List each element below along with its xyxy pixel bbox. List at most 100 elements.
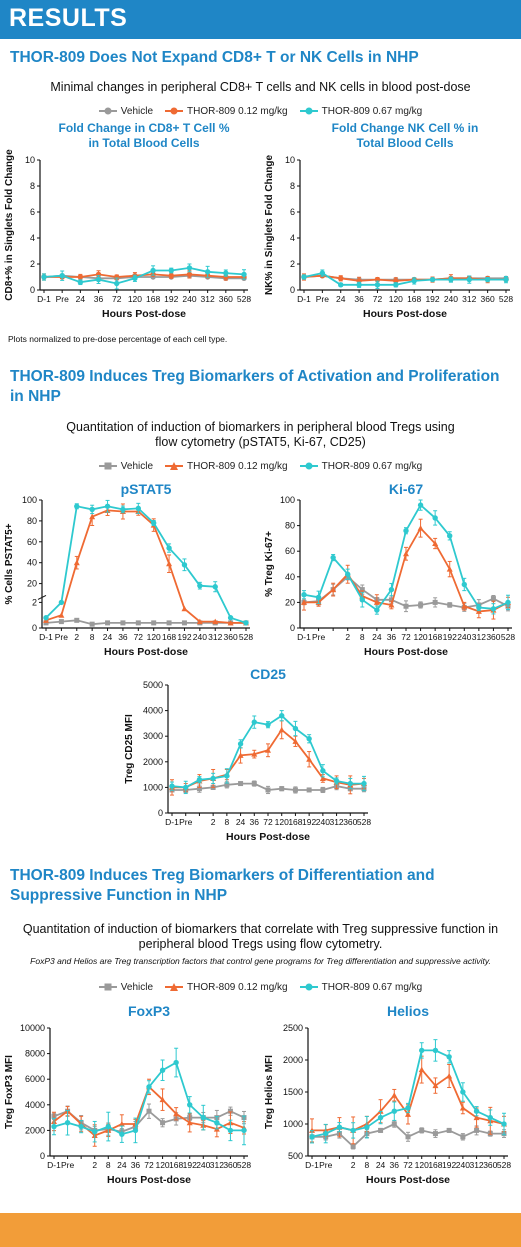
y-tick-label: 2000 [25, 1125, 45, 1135]
data-point-high [364, 1124, 370, 1130]
y-axis-label: % Treg Ki-67+ [264, 531, 275, 597]
x-tick-label: 8 [90, 632, 95, 642]
cd25-chart: 0 1000 2000 3000 4000 5000 D-1 Pre 2 8 24 36 72 120 16… [124, 666, 371, 843]
data-point-low [301, 599, 307, 605]
x-tick-label: 72 [401, 632, 411, 642]
data-point-low [292, 738, 299, 744]
x-tick-label: 360 [481, 294, 495, 304]
x-tick-label: Pre [179, 817, 193, 827]
y-tick-label: 2 [32, 597, 37, 607]
data-point-vehicle [166, 620, 172, 626]
data-point-low [473, 1114, 480, 1121]
data-point-high [403, 528, 409, 534]
data-point-high [212, 584, 218, 590]
data-point-high [487, 1114, 493, 1121]
y-tick-label: 0 [30, 285, 35, 295]
data-point-low [173, 1110, 180, 1117]
legend-label-low: THOR-809 0.12 mg/kg [187, 981, 288, 993]
data-point-low [391, 1092, 398, 1098]
y-tick-label: 60 [285, 546, 295, 556]
data-point-vehicle [58, 619, 64, 625]
data-point-vehicle [251, 781, 257, 787]
data-point-high [200, 1114, 206, 1121]
x-tick-label: 120 [275, 817, 289, 827]
chart-title: CD25 [250, 666, 286, 682]
data-point-low [251, 751, 258, 757]
data-point-high [41, 274, 47, 280]
legend-1: Vehicle THOR-809 0.12 mg/kg THOR-809 0.67 … [0, 104, 521, 118]
x-tick-label: 36 [118, 632, 128, 642]
data-point-high [490, 606, 497, 612]
legend-swatch-low [165, 983, 184, 991]
data-point-low [446, 1073, 453, 1079]
data-point-high [173, 1059, 179, 1066]
data-point-vehicle [135, 620, 141, 626]
data-point-vehicle [490, 596, 496, 602]
x-tick-label: D-1 [165, 817, 179, 827]
data-point-high [429, 276, 436, 283]
x-tick-label: D-1 [37, 294, 51, 304]
y-tick-label: 80 [27, 516, 37, 526]
data-point-low [237, 752, 244, 758]
plot-area: 0 1000 2000 3000 4000 5000 D-1 Pre 2 8 24 36 72 120 16… [124, 680, 371, 843]
legend-swatch-low [165, 107, 184, 115]
data-point-vehicle [378, 1127, 384, 1133]
y-tick-label: 20 [27, 579, 37, 589]
x-tick-label: 312 [201, 294, 215, 304]
data-point-high [345, 571, 351, 577]
x-tick-label: 24 [372, 632, 382, 642]
x-tick-label: 168 [428, 1160, 442, 1170]
data-point-high [241, 271, 247, 278]
y-axis-label: Treg Helios MFI [264, 1055, 275, 1129]
y-tick-label: 0 [32, 623, 37, 633]
results-header: RESULTS [0, 0, 521, 39]
legend-swatch-vehicle [98, 462, 117, 470]
data-point-high [183, 784, 189, 791]
x-tick-label: 240 [182, 294, 196, 304]
data-point-vehicle [359, 587, 365, 593]
y-tick-label: 10 [285, 155, 295, 165]
x-tick-label: 192 [164, 294, 178, 304]
data-point-high [64, 1120, 71, 1126]
x-tick-label: 72 [403, 1160, 413, 1170]
data-point-high [391, 1108, 397, 1114]
data-point-high [92, 1128, 98, 1135]
x-tick-label: 72 [144, 1160, 154, 1170]
x-tick-label: 120 [389, 294, 403, 304]
data-point-low [181, 605, 188, 612]
chart-title: Ki-67 [389, 481, 423, 497]
x-tick-label: 168 [162, 632, 176, 642]
y-tick-label: 1500 [283, 1087, 303, 1097]
x-tick-label: 2 [351, 1160, 356, 1170]
chart-title: FoxP3 [128, 1003, 170, 1019]
data-point-high [432, 1047, 439, 1054]
x-tick-label: 72 [373, 294, 383, 304]
data-point-high [461, 581, 467, 588]
data-point-low [432, 540, 439, 547]
y-tick-label: 0 [290, 623, 295, 633]
y-tick-label: 60 [27, 537, 37, 547]
data-point-high [168, 267, 174, 274]
x-tick-label: 24 [103, 632, 113, 642]
data-point-vehicle [403, 603, 409, 609]
y-tick-label: 40 [27, 558, 37, 568]
data-point-vehicle [447, 602, 453, 608]
y-tick-label: 40 [285, 572, 295, 582]
y-tick-label: 8000 [25, 1049, 45, 1059]
series-line-low [303, 274, 506, 282]
data-point-high [484, 276, 491, 283]
data-point-low [377, 1108, 384, 1114]
x-tick-label: 312 [329, 817, 343, 827]
x-tick-label: 360 [223, 1160, 237, 1170]
legend-item-high: THOR-809 0.67 mg/kg [299, 982, 422, 993]
data-point-low [446, 566, 453, 572]
y-tick-label: 1000 [283, 1119, 303, 1129]
y-tick-label: 2 [30, 259, 35, 269]
x-tick-label: 192 [177, 632, 191, 642]
legend-item-vehicle: Vehicle [98, 982, 153, 993]
section-3-note: FoxP3 and Helios are Treg transcription … [30, 956, 491, 966]
data-point-high [214, 1120, 220, 1126]
data-point-high [95, 276, 102, 283]
